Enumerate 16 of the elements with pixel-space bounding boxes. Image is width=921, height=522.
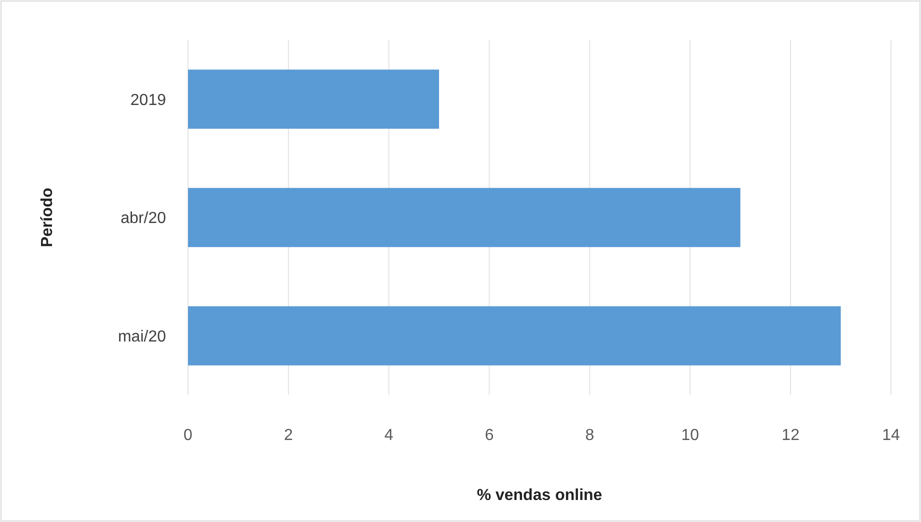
x-tick-label: 2 <box>284 427 293 444</box>
bar <box>188 70 440 129</box>
x-tick-label: 6 <box>484 427 494 444</box>
bar <box>188 188 740 248</box>
y-tick-label: 2019 <box>130 92 166 109</box>
x-tick-label: 12 <box>782 427 800 444</box>
y-axis-title: Período <box>39 187 56 248</box>
x-tick-label: 14 <box>882 427 900 444</box>
x-tick-label: 4 <box>384 427 394 444</box>
y-tick-label: mai/20 <box>118 328 166 346</box>
bar <box>188 306 841 366</box>
x-tick-label: 0 <box>184 427 193 444</box>
x-tick-label: 8 <box>585 427 594 444</box>
y-tick-label: abr/20 <box>120 210 166 228</box>
x-axis-title: % vendas online <box>476 487 602 504</box>
x-tick-label: 10 <box>681 427 700 444</box>
